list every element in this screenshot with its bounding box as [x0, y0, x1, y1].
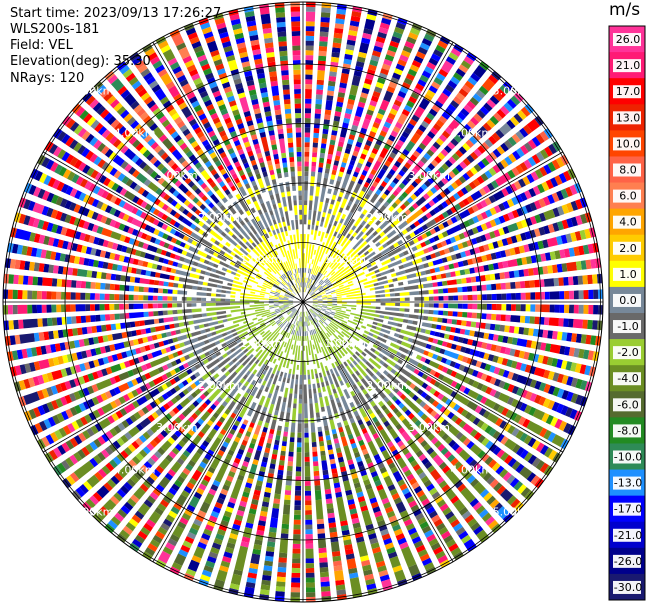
azimuth-spoke — [42, 151, 304, 303]
range-ring-label: 3.00km — [156, 169, 198, 182]
range-ring-label: 5.00km — [72, 85, 114, 98]
colorbar-tick-bg — [613, 189, 641, 203]
colorbar-tick-bg — [613, 241, 641, 255]
gate-group — [39, 13, 568, 582]
range-ring-label: 2.00km — [198, 211, 240, 224]
colorbar-tick-bg — [613, 85, 641, 99]
colorbar-tick-bg — [613, 215, 641, 229]
colorbar-tick-label: -17.0 — [614, 503, 642, 516]
colorbar-tick-label: -26.0 — [614, 555, 642, 568]
azimuth-spokes — [3, 2, 603, 602]
colorbar-tick-bg — [613, 398, 641, 412]
range-ring-label: 2.00km — [198, 379, 240, 392]
range-ring-label: 1.00km — [240, 253, 282, 266]
colorbar-tick-bg — [613, 528, 641, 542]
colorbar-tick-label: 4.0 — [619, 216, 637, 229]
colorbar-tick-label: -2.0 — [617, 346, 638, 359]
azimuth-spoke — [152, 301, 304, 562]
range-ring-label: 1.00km — [240, 337, 282, 350]
colorbar-tick-bg — [613, 476, 641, 490]
range-ring-label: 3.00km — [408, 169, 450, 182]
colorbar-tick-label: -6.0 — [617, 398, 638, 411]
gate-group — [3, 17, 578, 598]
range-ring-label: 3.00km — [156, 421, 198, 434]
colorbar-tick-label: -8.0 — [617, 424, 638, 437]
azimuth-spoke — [302, 301, 563, 453]
colorbar-tick-label: 13.0 — [616, 111, 641, 124]
colorbar-tick-bg — [613, 111, 641, 125]
colorbar-tick-label: -13.0 — [614, 477, 642, 490]
colorbar-tick-label: 0.0 — [619, 294, 637, 307]
start-time-label: Start time: 2023/09/13 17:26:27 — [10, 6, 222, 21]
colorbar-tick-bg — [613, 320, 641, 334]
range-ring-label: 1.00km — [324, 337, 366, 350]
range-ring-label: 2.00km — [366, 379, 408, 392]
colorbar-tick-bg — [613, 346, 641, 360]
colorbar-tick-bg — [613, 137, 641, 151]
colorbar-tick-label: 17.0 — [616, 85, 641, 98]
range-ring-labels: 1.00km 1.00km 1.00km 1.00km 2.00km 2.00km 2.00… — [72, 85, 534, 519]
colorbar-tick-bg — [613, 580, 641, 594]
azimuth-spoke — [42, 301, 304, 453]
colorbar-tick-label: 26.0 — [616, 33, 641, 46]
colorbar-tick-label: 1.0 — [619, 268, 637, 281]
colorbar-frame — [608, 25, 646, 601]
azimuth-spoke — [302, 151, 563, 303]
colorbar-tick-bg — [613, 502, 641, 516]
colorbar-tick-bg — [613, 59, 641, 73]
colorbar-tick-label: -10.0 — [614, 451, 642, 464]
nrays-label: NRays: 120 — [10, 71, 85, 86]
range-ring-label: 4.00km — [114, 127, 156, 140]
gate-group — [14, 12, 603, 602]
range-ring-label: 4.00km — [451, 463, 493, 476]
velocity-gates — [3, 2, 603, 603]
colorbar-tick-bg — [613, 33, 641, 47]
range-ring-label: 2.00km — [366, 211, 408, 224]
colorbar-tick-label: 21.0 — [616, 59, 641, 72]
colorbar-unit: m/s — [609, 0, 641, 20]
colorbar-tick-bg — [613, 267, 641, 281]
range-ring-label: 4.00km — [114, 463, 156, 476]
field-label: Field: VEL — [10, 38, 73, 53]
colorbar-tick-label: 2.0 — [619, 242, 637, 255]
range-ring-label: 4.00km — [451, 127, 493, 140]
colorbar-tick-bg — [613, 424, 641, 438]
range-ring-label: 5.00km — [72, 505, 114, 518]
colorbar-tick-label: -30.0 — [614, 581, 642, 594]
colorbar-tick-label: -1.0 — [617, 320, 638, 333]
colorbar-tick-bg — [613, 372, 641, 386]
range-ring-label: 1.00km — [324, 253, 366, 266]
instrument-label: WLS200s-181 — [10, 22, 100, 37]
colorbar-tick-label: -4.0 — [617, 372, 638, 385]
colorbar-tick-label: -21.0 — [614, 529, 642, 542]
colorbar-tick-label: 10.0 — [616, 137, 641, 150]
colorbar-tick-bg — [613, 450, 641, 464]
colorbar-tick-label: 6.0 — [619, 190, 637, 203]
azimuth-spoke — [302, 41, 454, 303]
range-ring-label: 5.00km — [493, 85, 535, 98]
elevation-label: Elevation(deg): 35.30 — [10, 54, 151, 69]
range-ring-label: 5.00km — [493, 505, 535, 518]
azimuth-spoke — [152, 41, 304, 303]
range-ring-label: 3.00km — [408, 421, 450, 434]
colorbar-tick-bg — [613, 554, 641, 568]
azimuth-spoke — [302, 301, 454, 562]
colorbar-tick-bg — [613, 163, 641, 177]
colorbar-tick-bg — [613, 293, 641, 307]
colorbar-tick-label: 8.0 — [619, 164, 637, 177]
